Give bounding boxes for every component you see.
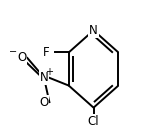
Text: −: − [9, 47, 18, 57]
Text: O: O [39, 96, 49, 109]
Text: +: + [45, 67, 53, 77]
Text: N: N [89, 24, 98, 37]
Text: Cl: Cl [88, 115, 99, 128]
Text: F: F [43, 46, 50, 59]
Text: N: N [40, 71, 48, 84]
Text: O: O [17, 51, 26, 64]
